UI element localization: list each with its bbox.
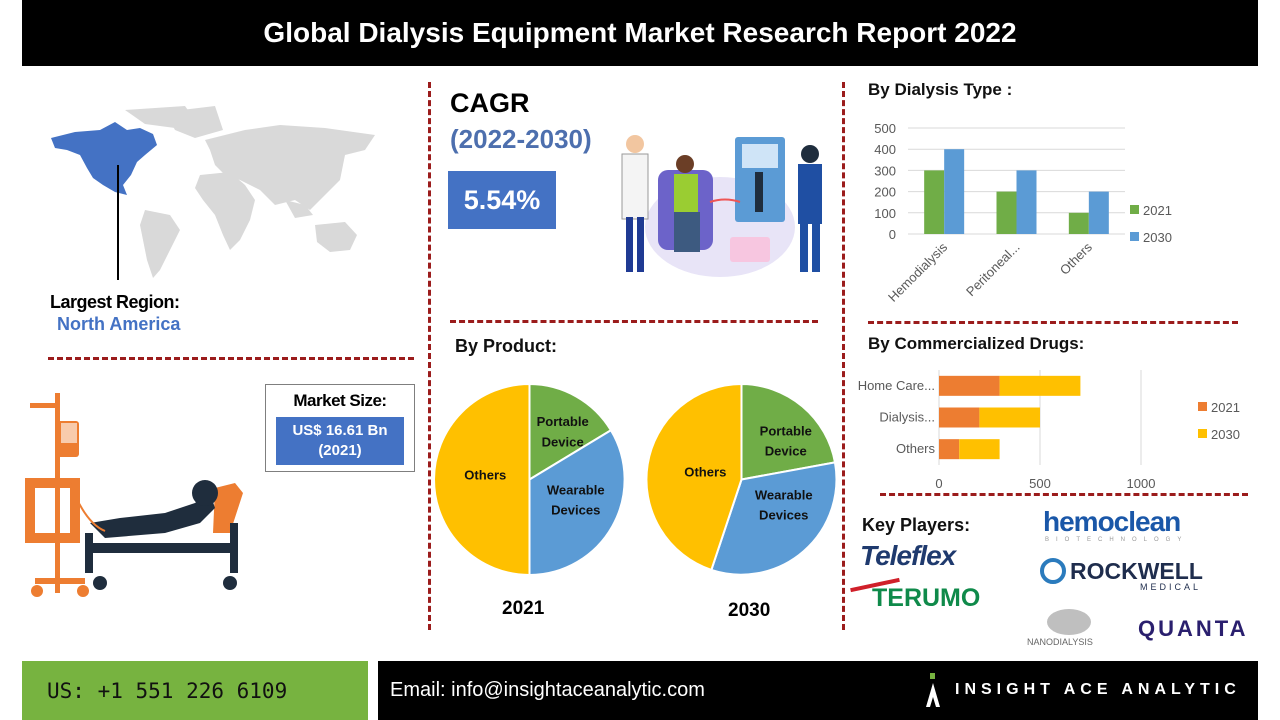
logo-nanodialysis: NANODIALYSIS bbox=[1027, 637, 1093, 647]
divider-region bbox=[48, 357, 414, 360]
pie-label-others: Others bbox=[464, 468, 506, 483]
region-pointer-line bbox=[117, 165, 119, 280]
insightace-logo-icon bbox=[926, 673, 940, 707]
legend-label: 2030 bbox=[1211, 427, 1240, 442]
report-title: Global Dialysis Equipment Market Researc… bbox=[263, 17, 1017, 48]
largest-region-label: Largest Region: bbox=[50, 292, 180, 312]
dialysis-staff-illustration bbox=[621, 135, 822, 277]
divider-drugs bbox=[880, 493, 1248, 496]
pie-label-portable-2: Device bbox=[765, 443, 807, 458]
x-tick-label: Peritoneal... bbox=[963, 240, 1023, 300]
bar-2030 bbox=[979, 407, 1040, 428]
divider-right bbox=[842, 82, 845, 630]
divider-dialysis bbox=[868, 321, 1238, 324]
world-map bbox=[51, 106, 375, 278]
logo-teleflex: Teleflex bbox=[860, 540, 956, 571]
legend-label: 2021 bbox=[1211, 400, 1240, 415]
legend-swatch bbox=[1198, 429, 1207, 438]
x-tick-label: 0 bbox=[935, 476, 942, 491]
x-tick-label: 1000 bbox=[1127, 476, 1156, 491]
pie-year-2021: 2021 bbox=[502, 598, 545, 619]
pie-label-wearable-2: Devices bbox=[551, 503, 600, 518]
legend-label: 2030 bbox=[1143, 230, 1172, 245]
pie-slice-wearable bbox=[710, 461, 838, 576]
cagr-value: 5.54% bbox=[448, 171, 556, 229]
cagr-label: CAGR bbox=[450, 88, 530, 118]
patient-bed-illustration bbox=[25, 393, 243, 597]
bar-2030 bbox=[1016, 170, 1037, 234]
brand-name: INSIGHT ACE ANALYTIC bbox=[955, 681, 1241, 698]
divider-cagr bbox=[450, 320, 818, 323]
logo-terumo: TERUMO bbox=[872, 584, 981, 612]
bar-2021 bbox=[939, 407, 980, 428]
y-tick-label: 200 bbox=[874, 185, 896, 200]
by-product-title: By Product: bbox=[455, 336, 558, 356]
pie-slice-others bbox=[645, 382, 743, 572]
y-tick-label: 400 bbox=[874, 142, 896, 157]
pie-label-others: Others bbox=[684, 464, 726, 479]
footer-phone: US: +1 551 226 6109 bbox=[22, 661, 368, 720]
pie-chart-2030: Portable Device Wearable Devices Others bbox=[645, 382, 838, 576]
nanodialysis-mark-icon bbox=[1047, 609, 1091, 635]
pie-label-portable-1: Portable bbox=[760, 423, 812, 438]
legend-swatch bbox=[1130, 205, 1139, 214]
title-bar: Global Dialysis Equipment Market Researc… bbox=[22, 0, 1258, 66]
bar-2030 bbox=[999, 375, 1081, 396]
bar-2021 bbox=[924, 170, 945, 234]
key-players-title: Key Players: bbox=[862, 515, 971, 535]
pie-label-wearable-1: Wearable bbox=[755, 488, 813, 503]
logo-rockwell-sub: MEDICAL bbox=[1140, 582, 1202, 592]
market-size-box: Market Size: US$ 16.61 Bn (2021) bbox=[265, 384, 415, 472]
pie-chart-2021: Portable Device Wearable Devices Others bbox=[433, 383, 626, 577]
bar-2021 bbox=[1068, 212, 1089, 234]
bar-2030 bbox=[1088, 191, 1109, 234]
pie-slice-wearable bbox=[528, 428, 626, 577]
x-tick-label: Others bbox=[1057, 239, 1096, 278]
logo-hemoclean: hemoclean bbox=[1043, 506, 1181, 537]
y-tick-label: 500 bbox=[874, 121, 896, 136]
by-drugs-title: By Commercialized Drugs: bbox=[868, 334, 1085, 353]
bar-2030 bbox=[944, 149, 965, 234]
legend-swatch bbox=[1130, 232, 1139, 241]
pie-label-portable-2: Device bbox=[542, 434, 584, 449]
pie-slice-others bbox=[433, 383, 531, 576]
pie-slice-portable bbox=[528, 383, 613, 482]
footer-email: Email: info@insightaceanalytic.com bbox=[378, 661, 1258, 720]
logo-hemoclean-sub: BIOTECHNOLOGY bbox=[1045, 537, 1189, 543]
dialysis-type-bar-chart: 0 100 200 300 400 500 Hemodialysis Peritoneal..… bbox=[874, 121, 1172, 305]
y-tick-label: Dialysis... bbox=[879, 410, 935, 425]
x-tick-label: 500 bbox=[1029, 476, 1051, 491]
market-size-label: Market Size: bbox=[293, 391, 387, 410]
bar-2021 bbox=[939, 439, 960, 460]
divider-left bbox=[428, 82, 431, 630]
legend-label: 2021 bbox=[1143, 203, 1172, 218]
pie-year-2030: 2030 bbox=[728, 600, 771, 621]
drugs-stacked-bar-chart: 0 500 1000 Home Care... Dialysis... Others 202… bbox=[858, 370, 1240, 491]
cagr-period: (2022-2030) bbox=[450, 124, 592, 154]
largest-region-value: North America bbox=[57, 314, 181, 334]
bar-2021 bbox=[996, 191, 1017, 234]
logo-rockwell: ROCKWELL bbox=[1070, 558, 1203, 584]
logo-quanta: QUANTA bbox=[1138, 616, 1249, 641]
x-tick-label: Hemodialysis bbox=[885, 239, 951, 305]
market-size-year: (2021) bbox=[318, 442, 362, 459]
bar-2030 bbox=[959, 439, 1000, 460]
pie-slice-portable bbox=[740, 382, 837, 481]
bar-2021 bbox=[939, 375, 1000, 396]
legend-swatch bbox=[1198, 402, 1207, 411]
y-tick-label: 0 bbox=[889, 227, 896, 242]
pie-label-wearable-2: Devices bbox=[759, 508, 808, 523]
by-dialysis-type-title: By Dialysis Type : bbox=[868, 80, 1013, 99]
rockwell-ring-icon bbox=[1040, 558, 1066, 584]
market-size-amount: US$ 16.61 Bn bbox=[292, 422, 388, 439]
pie-label-wearable-1: Wearable bbox=[547, 483, 605, 498]
y-tick-label: Others bbox=[896, 441, 936, 456]
brand: INSIGHT ACE ANALYTIC bbox=[925, 670, 1241, 710]
market-size-value: US$ 16.61 Bn (2021) bbox=[276, 417, 404, 465]
y-tick-label: Home Care... bbox=[858, 378, 935, 393]
y-tick-label: 300 bbox=[874, 163, 896, 178]
pie-label-portable-1: Portable bbox=[537, 414, 589, 429]
y-tick-label: 100 bbox=[874, 206, 896, 221]
